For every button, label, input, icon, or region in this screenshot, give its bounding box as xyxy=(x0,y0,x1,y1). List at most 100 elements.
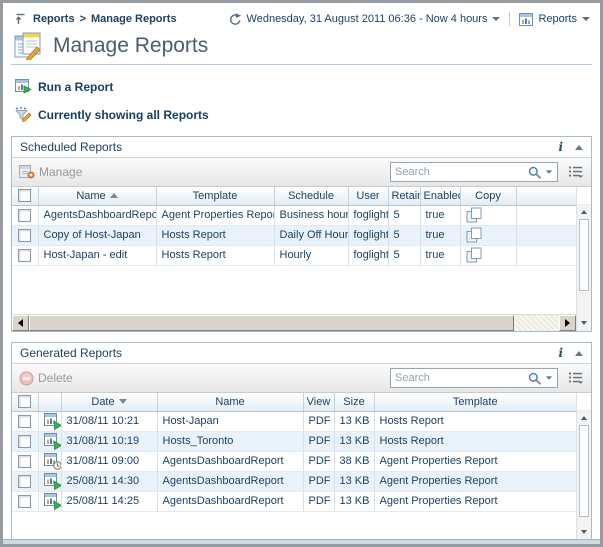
breadcrumb: Reports > Manage Reports xyxy=(15,13,177,25)
copy-icon[interactable] xyxy=(466,207,511,223)
info-icon[interactable]: i xyxy=(558,346,563,360)
cell-retain: 5 xyxy=(388,225,421,246)
row-checkbox[interactable] xyxy=(18,454,32,468)
scroll-down-button[interactable] xyxy=(577,525,591,539)
table-row[interactable]: 31/08/11 10:21 Host-Japan PDF 13 KB Host… xyxy=(12,411,576,432)
info-icon[interactable]: i xyxy=(558,140,563,154)
row-checkbox[interactable] xyxy=(18,248,32,262)
cell-schedule: Hourly xyxy=(274,245,349,266)
row-checkbox[interactable] xyxy=(18,474,32,488)
delete-button[interactable]: Delete xyxy=(19,371,73,386)
cell-view[interactable]: PDF xyxy=(303,451,335,472)
cell-view[interactable]: PDF xyxy=(303,471,335,492)
column-header-date[interactable]: Date xyxy=(61,393,158,412)
copy-icon[interactable] xyxy=(466,227,511,243)
row-checkbox[interactable] xyxy=(18,414,32,428)
row-checkbox[interactable] xyxy=(18,494,32,508)
reports-menu-label[interactable]: Reports xyxy=(538,13,577,25)
search-icon[interactable] xyxy=(528,166,542,179)
search-input[interactable] xyxy=(395,372,525,384)
table-options-icon[interactable] xyxy=(568,165,584,179)
collapse-icon[interactable] xyxy=(575,144,583,150)
scheduled-table-area: Name Template Schedule User Retain Enabl… xyxy=(12,187,591,331)
scrollbar-thumb[interactable] xyxy=(579,425,589,517)
cell-name: Host-Japan xyxy=(157,411,304,432)
scroll-down-button[interactable] xyxy=(576,314,591,331)
vertical-scrollbar[interactable] xyxy=(576,187,591,314)
select-all-checkbox[interactable] xyxy=(18,189,32,203)
table-row[interactable]: AgentsDashboardReport Agent Properties R… xyxy=(12,205,576,226)
cell-name: AgentsDashboardReport xyxy=(157,491,304,512)
cell-view[interactable]: PDF xyxy=(303,431,335,452)
cell-size: 13 KB xyxy=(334,471,375,492)
column-header-template[interactable]: Template xyxy=(156,187,275,206)
cell-schedule: Business hours xyxy=(274,205,349,226)
breadcrumb-link-reports[interactable]: Reports xyxy=(33,13,75,25)
column-header-template[interactable]: Template xyxy=(374,393,576,412)
sort-desc-icon xyxy=(118,399,127,405)
reports-menu-dropdown-icon[interactable] xyxy=(582,17,590,21)
row-checkbox[interactable] xyxy=(18,208,32,222)
column-header-name[interactable]: Name xyxy=(38,187,157,206)
collapse-icon[interactable] xyxy=(575,350,583,356)
table-row[interactable]: Copy of Host-Japan Hosts Report Daily Of… xyxy=(12,225,576,246)
cell-filler xyxy=(516,205,576,226)
search-icon[interactable] xyxy=(528,372,542,385)
cell-view[interactable]: PDF xyxy=(303,491,335,512)
scroll-up-button[interactable] xyxy=(577,205,591,219)
cell-retain: 5 xyxy=(388,245,421,266)
manage-button[interactable]: Manage xyxy=(19,165,82,179)
topbar-controls: Wednesday, 31 August 2011 06:36 - Now 4 … xyxy=(229,12,590,26)
column-header-enabled[interactable]: Enabled xyxy=(420,187,461,206)
run-overlay-icon xyxy=(53,440,60,450)
scroll-right-button[interactable] xyxy=(559,315,576,331)
row-checkbox[interactable] xyxy=(18,434,32,448)
report-type-icon xyxy=(43,452,60,470)
cell-view[interactable]: PDF xyxy=(303,411,335,432)
column-header-copy[interactable]: Copy xyxy=(460,187,517,206)
table-options-icon[interactable] xyxy=(568,371,584,385)
scroll-up-button[interactable] xyxy=(577,411,591,425)
column-header-user[interactable]: User xyxy=(348,187,389,206)
column-header-retain[interactable]: Retain xyxy=(388,187,421,206)
cell-template: Hosts Report xyxy=(156,225,275,246)
copy-icon[interactable] xyxy=(466,247,511,263)
column-header-view[interactable]: View xyxy=(303,393,335,412)
report-type-icon xyxy=(43,472,60,490)
cell-name: Copy of Host-Japan xyxy=(38,225,157,246)
table-row[interactable]: 31/08/11 10:19 Hosts_Toronto PDF 13 KB H… xyxy=(12,431,576,452)
select-all-checkbox[interactable] xyxy=(18,395,32,409)
time-range-label[interactable]: Wednesday, 31 August 2011 06:36 - Now 4 … xyxy=(246,13,488,25)
table-row[interactable]: 25/08/11 14:25 AgentsDashboardReport PDF… xyxy=(12,491,576,512)
table-row[interactable]: 31/08/11 09:00 AgentsDashboardReport PDF… xyxy=(12,451,576,472)
column-header-size[interactable]: Size xyxy=(334,393,375,412)
search-dropdown-icon[interactable] xyxy=(545,170,553,174)
hscrollbar-thumb[interactable] xyxy=(29,315,515,331)
breadcrumb-current: Manage Reports xyxy=(91,13,177,25)
cell-name: AgentsDashboardReport xyxy=(157,451,304,472)
run-report-link[interactable]: Run a Report xyxy=(15,79,588,94)
clock-overlay-icon xyxy=(52,460,60,470)
filter-status[interactable]: Currently showing all Reports xyxy=(15,107,588,122)
time-range-dropdown-icon[interactable] xyxy=(492,17,501,21)
column-header-schedule[interactable]: Schedule xyxy=(274,187,349,206)
up-level-icon[interactable] xyxy=(15,13,28,25)
scroll-left-button[interactable] xyxy=(12,315,29,331)
report-type-icon xyxy=(43,412,60,430)
cell-template: Agent Properties Report xyxy=(374,451,576,472)
search-input[interactable] xyxy=(395,166,525,178)
column-header-name[interactable]: Name xyxy=(157,393,304,412)
scheduled-header-row: Name Template Schedule User Retain Enabl… xyxy=(12,187,576,206)
row-checkbox[interactable] xyxy=(18,228,32,242)
scheduled-table-body: AgentsDashboardReport Agent Properties R… xyxy=(12,205,576,266)
scrollbar-thumb[interactable] xyxy=(579,219,589,291)
horizontal-scrollbar[interactable] xyxy=(12,314,576,331)
generated-toolbar: Delete xyxy=(12,364,591,393)
table-row[interactable]: Host-Japan - edit Hosts Report Hourly fo… xyxy=(12,245,576,266)
row-checkbox-cell xyxy=(12,451,39,472)
search-dropdown-icon[interactable] xyxy=(545,376,553,380)
vertical-scrollbar[interactable] xyxy=(576,393,591,539)
row-icon-cell xyxy=(38,431,62,452)
table-row[interactable]: 25/08/11 14:30 AgentsDashboardReport PDF… xyxy=(12,471,576,492)
